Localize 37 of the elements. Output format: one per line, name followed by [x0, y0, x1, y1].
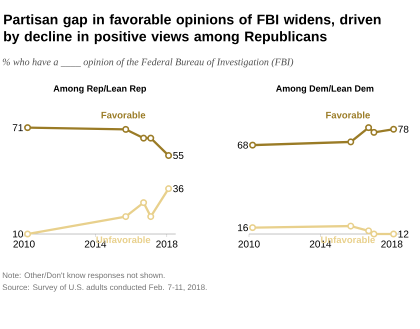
point — [390, 230, 398, 238]
data-label: 10 — [13, 230, 23, 238]
point — [165, 185, 172, 192]
data-label: 36 — [173, 185, 184, 192]
point — [365, 124, 372, 132]
point — [147, 134, 154, 142]
point — [140, 134, 148, 142]
point — [24, 230, 32, 238]
point — [147, 213, 154, 220]
data-label: 71 — [12, 124, 23, 132]
point — [347, 138, 354, 146]
x-tick-label: 2018 — [156, 240, 178, 248]
point — [365, 227, 372, 234]
x-tick-label: 2010 — [238, 240, 260, 248]
series-label: Favorable — [102, 111, 146, 118]
data-label: 78 — [398, 126, 408, 133]
text: Partisan gap in favorable opinions of FBI widens, driven by decline in positive views among Republicans — [4, 14, 381, 44]
data-label: 12 — [398, 230, 408, 238]
point — [24, 124, 32, 132]
point — [390, 126, 398, 133]
chart-title: Among Rep/Lean Rep — [54, 85, 146, 94]
point — [249, 224, 256, 232]
chart-title: Among Dem/Lean Dem — [276, 85, 374, 94]
x-tick-label: 2018 — [381, 240, 402, 248]
data-label: 55 — [173, 152, 184, 160]
point — [140, 199, 148, 206]
x-tick-label: 2010 — [13, 240, 35, 248]
text: % who have a ____ opinion of the Federal Bureau of Investigation (FBI) — [2, 58, 294, 68]
point — [122, 126, 130, 133]
point — [347, 222, 354, 230]
data-label: 16 — [238, 224, 248, 232]
point — [370, 128, 378, 136]
data-label: 68 — [238, 142, 248, 149]
point — [249, 142, 256, 149]
point — [122, 213, 130, 220]
series-label: Favorable — [326, 111, 370, 118]
point — [165, 152, 172, 160]
